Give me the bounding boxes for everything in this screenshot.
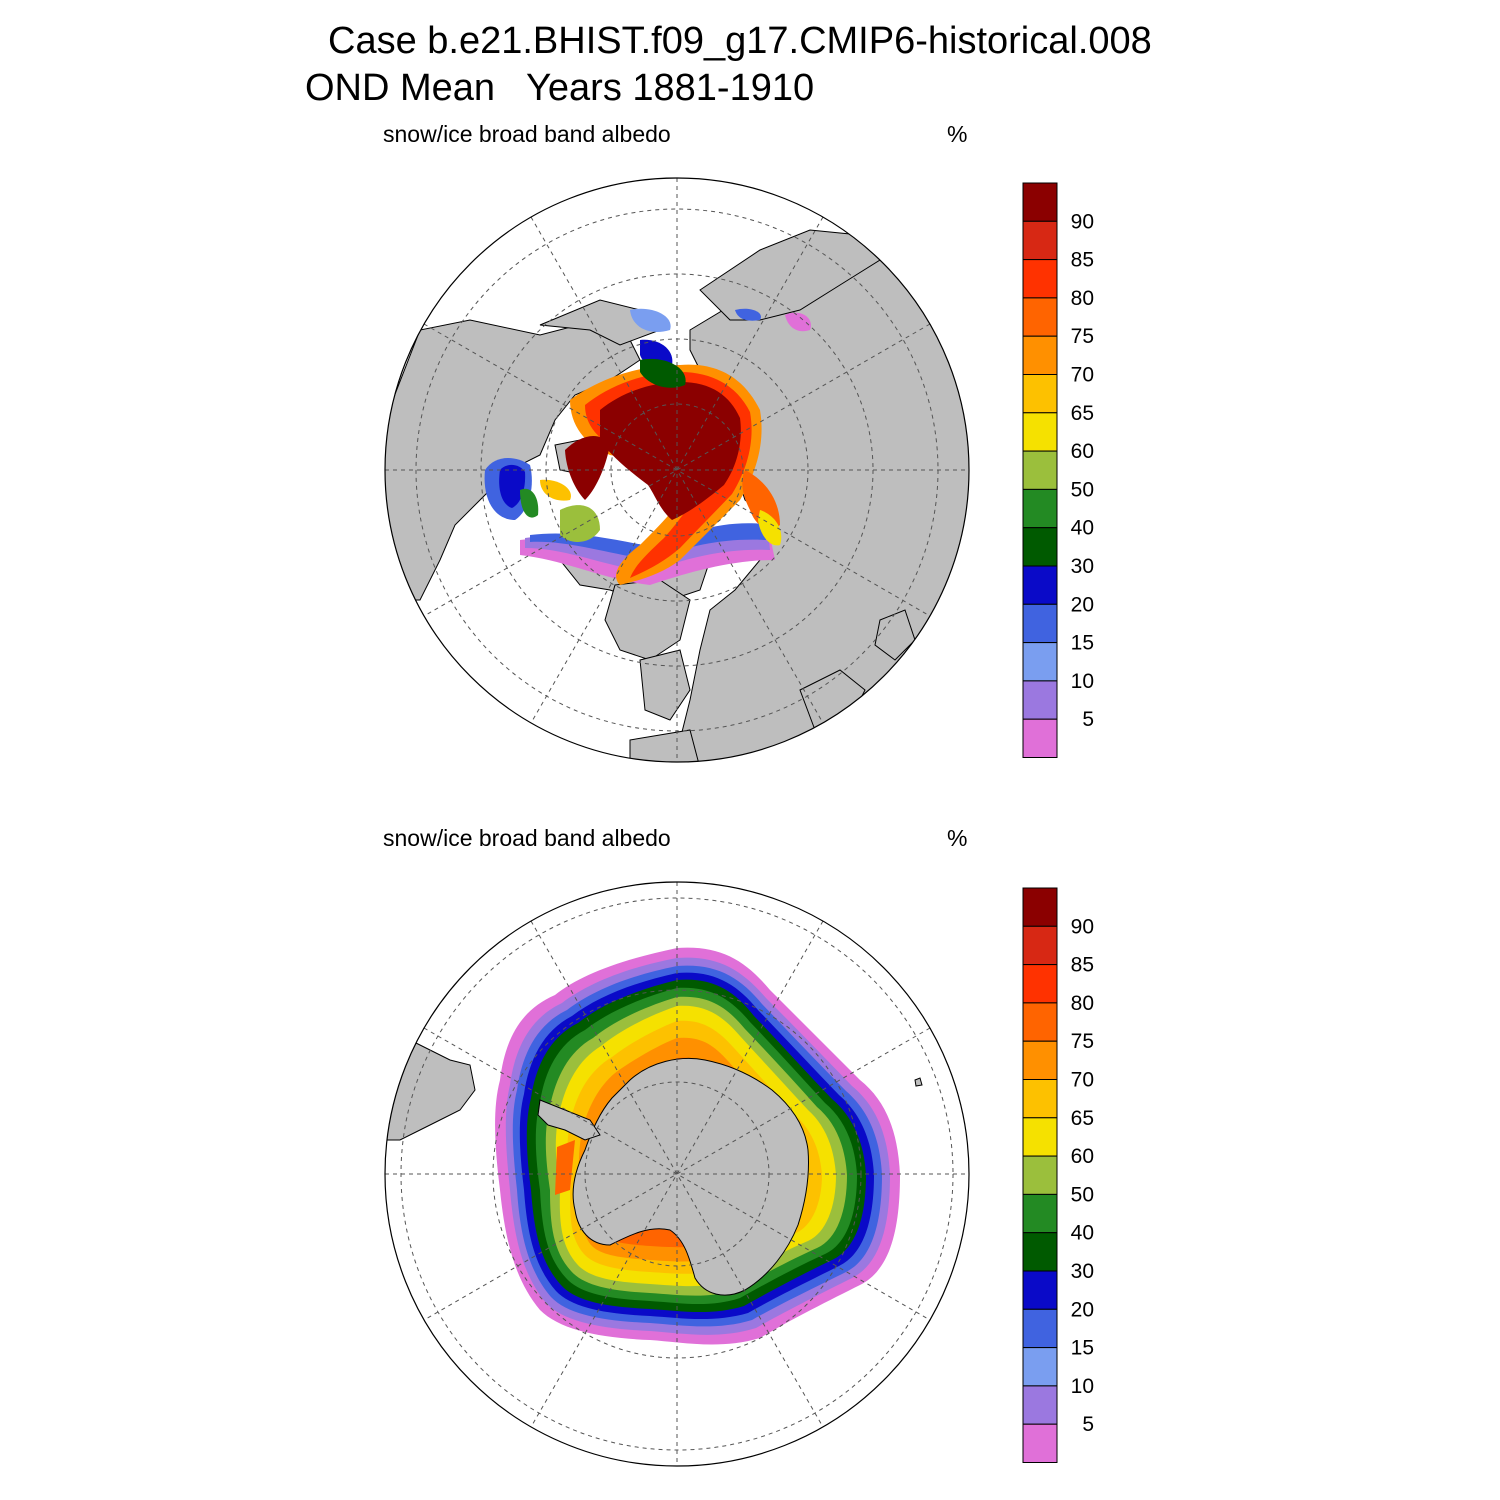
figure-title-case: Case b.e21.BHIST.f09_g17.CMIP6-historica… (328, 20, 1152, 62)
antarctic-map (384, 881, 970, 1467)
colorbar-arctic-swatch (1022, 488, 1058, 529)
colorbar-antarctic-swatch (1022, 1308, 1058, 1349)
colorbar-antarctic-tick-label: 70 (1071, 1069, 1094, 1092)
colorbar-antarctic-tick-label: 20 (1071, 1298, 1094, 1321)
colorbar-arctic-swatch (1022, 642, 1058, 682)
colorbar-antarctic-swatch (1022, 1155, 1058, 1195)
colorbar-antarctic-tick-label: 90 (1071, 915, 1094, 938)
antarctic-panel-title: snow/ice broad band albedo (383, 825, 671, 851)
antarctic-map-border (384, 881, 970, 1467)
colorbar-antarctic-tick-label: 15 (1071, 1337, 1094, 1360)
colorbar-antarctic-swatch (1022, 1079, 1058, 1119)
figure-title-period: OND Mean Years 1881-1910 (305, 67, 815, 109)
colorbar-antarctic-swatch (1022, 1040, 1058, 1080)
antarctic-graticule (385, 882, 969, 1466)
colorbar-arctic-swatch (1022, 374, 1058, 414)
arctic-panel-title: snow/ice broad band albedo (383, 121, 671, 147)
antarctic-panel-unit: % (947, 825, 968, 851)
colorbar-antarctic-swatch (1022, 1423, 1058, 1463)
colorbar-arctic-tick-label: 5 (1082, 708, 1094, 731)
arctic-map (384, 177, 970, 763)
colorbar-antarctic-swatch (1022, 964, 1058, 1004)
colorbar-arctic-tick-label: 20 (1071, 593, 1094, 616)
colorbar-arctic-swatch (1022, 718, 1058, 759)
colorbar-arctic-swatch (1022, 259, 1058, 299)
colorbar-arctic-swatch (1022, 220, 1058, 261)
antarctic-land (385, 1039, 956, 1466)
colorbar-antarctic-tick-label: 40 (1071, 1222, 1094, 1245)
colorbar-antarctic: 90 85 80 75 70 65 60 50 40 30 20 15 10 5 (1022, 887, 1094, 1463)
arctic-graticule (385, 178, 969, 762)
colorbar-antarctic-tick-label: 80 (1071, 992, 1094, 1015)
colorbar-arctic-tick-label: 10 (1071, 670, 1094, 693)
colorbar-antarctic-swatch (1022, 1193, 1058, 1234)
colorbar-antarctic-tick-label: 60 (1071, 1145, 1094, 1168)
colorbar-arctic-swatch (1022, 680, 1058, 720)
colorbar-antarctic-swatch (1022, 1117, 1058, 1157)
colorbar-arctic-tick-label: 70 (1071, 364, 1094, 387)
colorbar-antarctic-tick-label: 10 (1071, 1375, 1094, 1398)
colorbar-arctic-tick-label: 15 (1071, 632, 1094, 655)
colorbar-antarctic-swatch (1022, 1002, 1058, 1042)
colorbar-antarctic-swatch (1022, 887, 1058, 927)
colorbar-arctic-tick-label: 50 (1071, 478, 1094, 501)
colorbar-arctic-swatch (1022, 412, 1058, 452)
colorbar-arctic-swatch (1022, 565, 1058, 605)
arctic-map-border (384, 177, 970, 763)
arctic-sea-ice (484, 308, 811, 585)
colorbar-antarctic-swatch (1022, 1385, 1058, 1425)
arctic-panel-unit: % (947, 121, 968, 147)
colorbar-arctic-swatch (1022, 335, 1058, 376)
colorbar-antarctic-swatch (1022, 925, 1058, 966)
colorbar-arctic-tick-label: 30 (1071, 555, 1094, 578)
colorbar-arctic-tick-label: 85 (1071, 249, 1094, 272)
colorbar-antarctic-tick-label: 65 (1071, 1107, 1094, 1130)
colorbar-arctic-tick-label: 80 (1071, 287, 1094, 310)
colorbar-arctic-tick-label: 65 (1071, 402, 1094, 425)
colorbar-antarctic-swatch (1022, 1232, 1058, 1272)
colorbar-antarctic-tick-label: 75 (1071, 1030, 1094, 1053)
colorbar-antarctic-swatch (1022, 1270, 1058, 1310)
colorbar-antarctic-tick-label: 85 (1071, 954, 1094, 977)
colorbar-arctic-swatch (1022, 182, 1058, 222)
colorbar-antarctic-tick-label: 30 (1071, 1260, 1094, 1283)
colorbar-arctic: 90 85 80 75 70 65 60 50 40 30 20 15 10 5 (1022, 182, 1094, 759)
colorbar-arctic-tick-label: 60 (1071, 440, 1094, 463)
colorbar-arctic-swatch (1022, 527, 1058, 567)
colorbar-antarctic-tick-label: 50 (1071, 1183, 1094, 1206)
colorbar-arctic-tick-label: 90 (1071, 210, 1094, 233)
colorbar-antarctic-tick-label: 5 (1082, 1413, 1094, 1436)
colorbar-arctic-swatch (1022, 450, 1058, 490)
colorbar-arctic-swatch (1022, 297, 1058, 337)
colorbar-arctic-tick-label: 40 (1071, 517, 1094, 540)
colorbar-arctic-tick-label: 75 (1071, 325, 1094, 348)
colorbar-antarctic-swatch (1022, 1347, 1058, 1387)
colorbar-arctic-swatch (1022, 603, 1058, 644)
